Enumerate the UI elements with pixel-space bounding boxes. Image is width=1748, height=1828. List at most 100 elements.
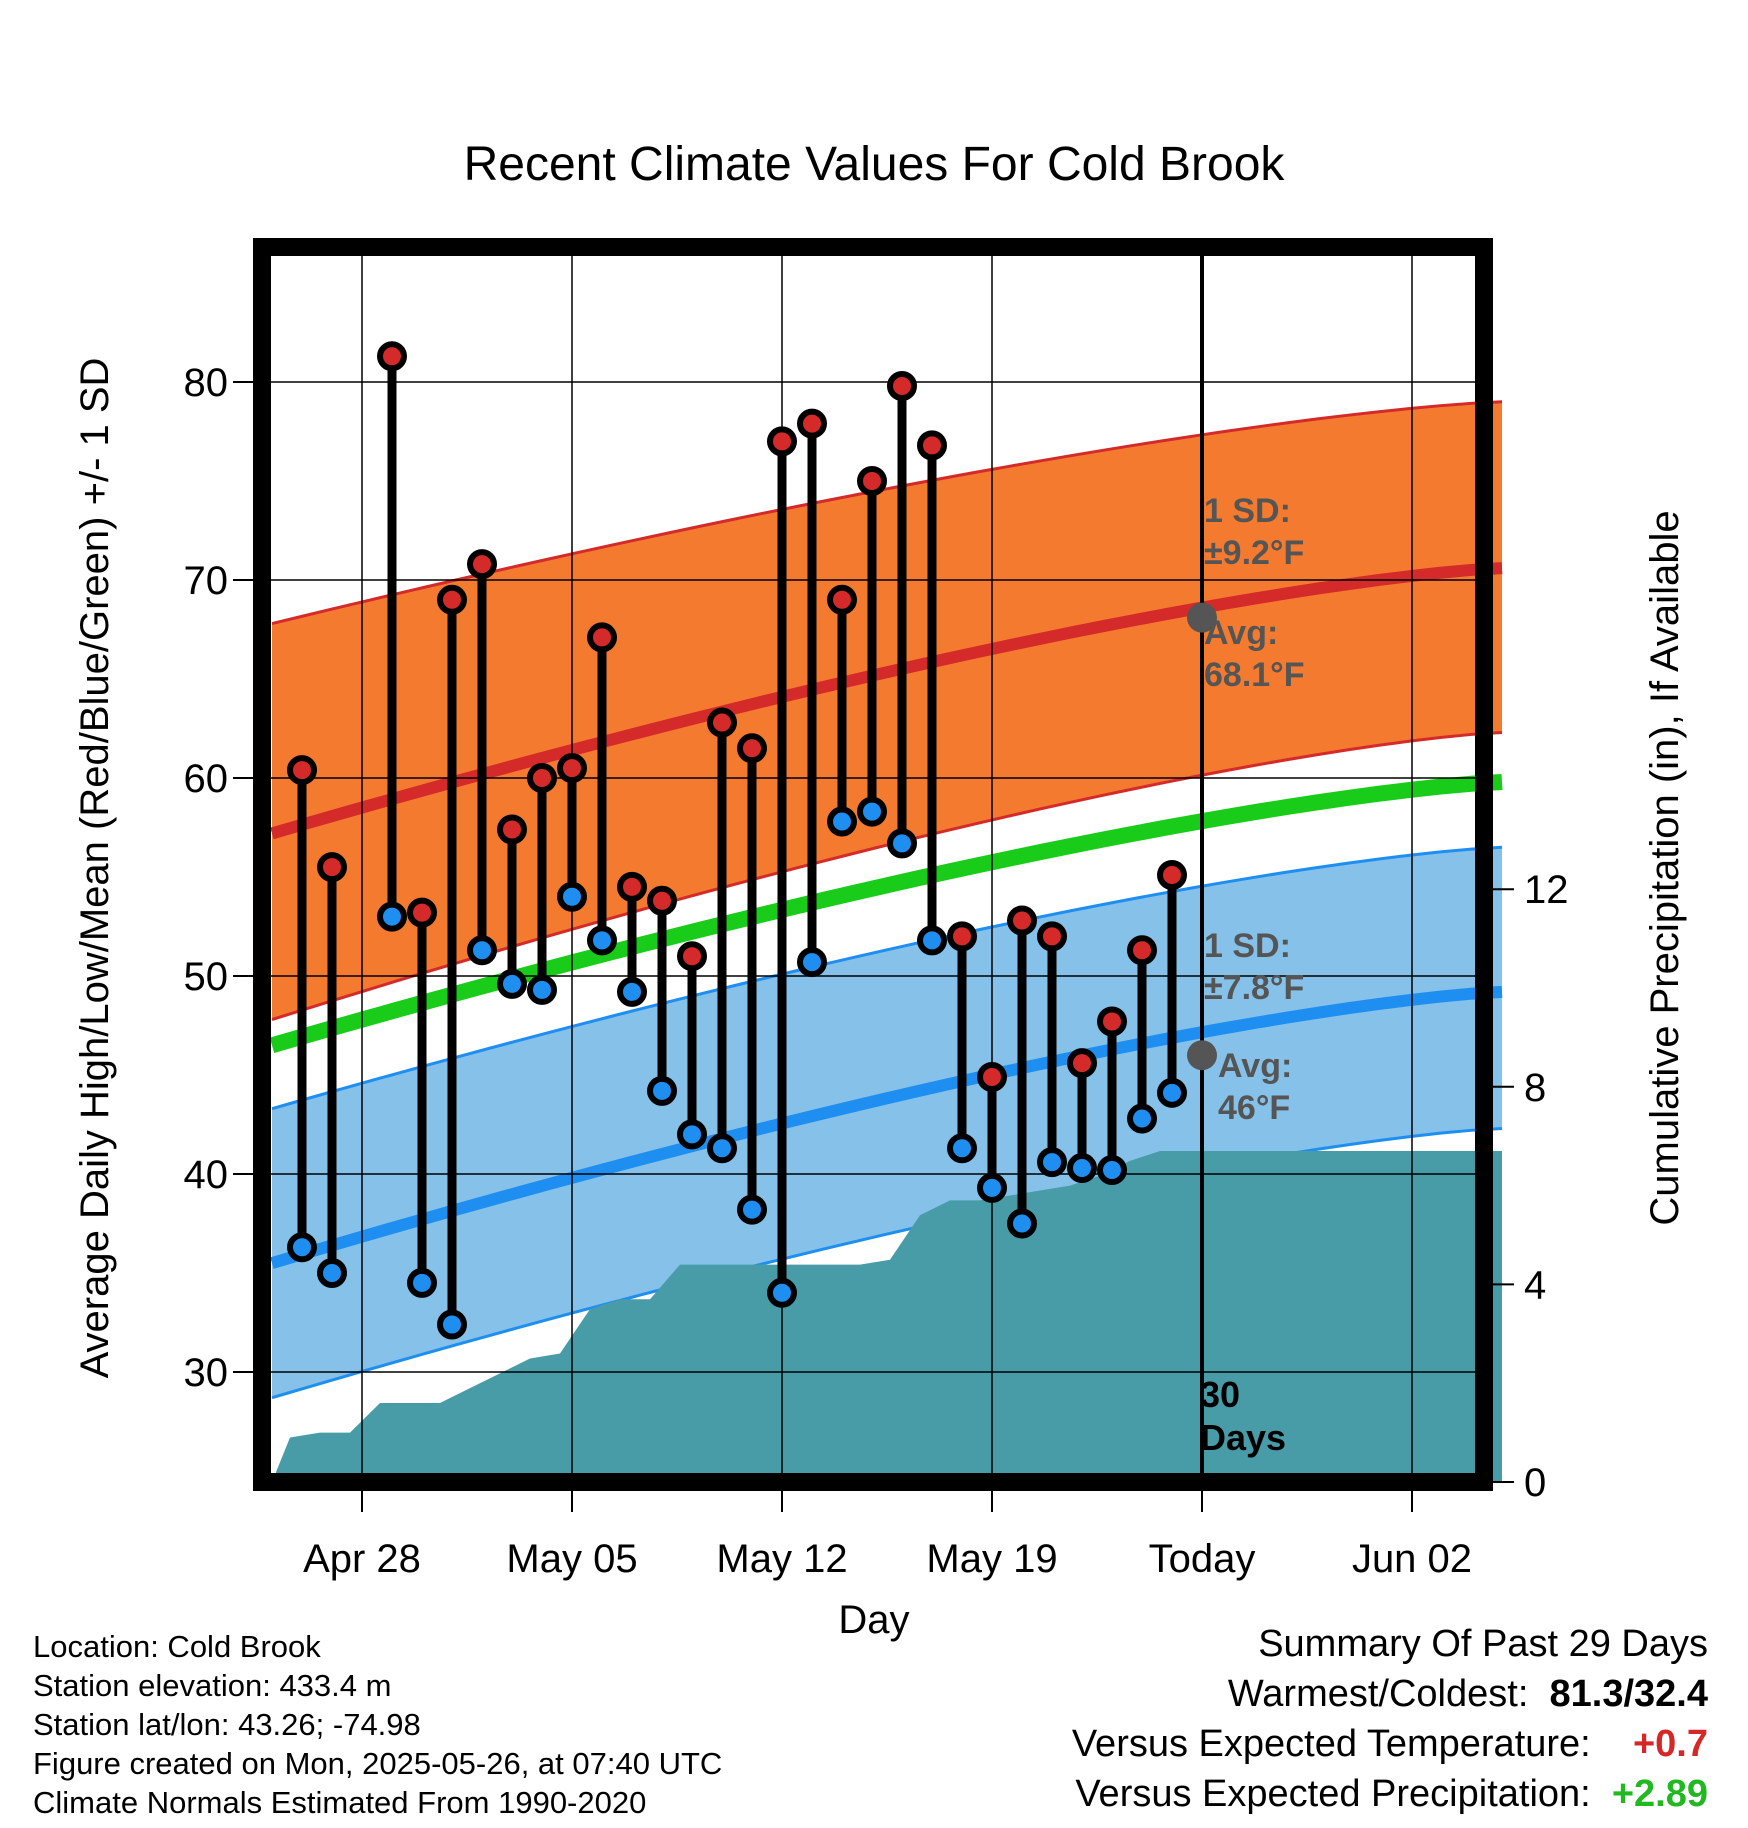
latlon-text: Station lat/lon: 43.26; -74.98 — [33, 1707, 421, 1742]
summary-panel: Summary Of Past 29 Days Warmest/Coldest:… — [1072, 1619, 1708, 1819]
observed-high-point-21 — [857, 466, 887, 496]
observed-low-point-18 — [767, 1277, 797, 1308]
observed-low-point-27 — [1037, 1147, 1067, 1178]
normals-text: Climate Normals Estimated From 1990-2020 — [33, 1785, 647, 1820]
observed-low-point-13 — [617, 976, 647, 1007]
high-sd-label: 1 SD: — [1204, 492, 1291, 530]
observed-high-point-29 — [1097, 1006, 1127, 1037]
summary-precipitation: Versus Expected Precipitation: +2.89 — [1072, 1769, 1708, 1819]
x-tick-label-may-12: May 12 — [716, 1537, 847, 1581]
observed-low-point-15 — [677, 1119, 707, 1150]
high-avg-value: 68.1°F — [1204, 656, 1305, 694]
observed-low-point-12 — [587, 925, 617, 956]
observed-high-point-17 — [737, 733, 767, 764]
y2-tick-label-0: 0 — [1524, 1461, 1546, 1505]
observed-low-point-20 — [827, 806, 857, 837]
y2-axis-label: Cumulative Precipitation (in), If Availa… — [1643, 510, 1687, 1225]
observed-high-point-30 — [1127, 935, 1157, 966]
x-tick-label-may-05: May 05 — [506, 1537, 637, 1581]
days-count-label: 30 — [1200, 1374, 1240, 1415]
observed-high-point-31 — [1157, 860, 1187, 891]
observed-low-point-5 — [377, 901, 407, 932]
observed-low-point-6 — [407, 1267, 437, 1298]
observed-high-point-27 — [1037, 921, 1067, 952]
y2-tick-label-8: 8 — [1524, 1066, 1546, 1110]
observed-high-point-9 — [497, 814, 527, 845]
location-text: Location: Cold Brook — [33, 1629, 321, 1664]
high-avg-label: Avg: — [1204, 614, 1278, 652]
low-avg-label: Avg: — [1218, 1047, 1292, 1085]
observed-high-point-5 — [377, 341, 407, 372]
summary-temperature: Versus Expected Temperature: +0.7 — [1072, 1719, 1708, 1769]
observed-high-point-19 — [797, 408, 827, 439]
observed-low-point-3 — [317, 1258, 347, 1288]
high-avg-marker — [1187, 602, 1217, 633]
normal-low-band — [272, 847, 1502, 1398]
normal-high-band — [272, 401, 1502, 1020]
observed-high-point-25 — [977, 1061, 1007, 1092]
days-word-label: Days — [1200, 1417, 1286, 1458]
created-text: Figure created on Mon, 2025-05-26, at 07… — [33, 1746, 723, 1781]
temp-value: +0.7 — [1632, 1723, 1708, 1765]
observed-high-point-8 — [467, 549, 497, 580]
observed-low-point-30 — [1127, 1103, 1157, 1134]
x-axis-label: Day — [838, 1598, 909, 1642]
observed-low-point-10 — [527, 974, 557, 1005]
observed-high-point-26 — [1007, 905, 1037, 936]
observed-low-point-2 — [287, 1232, 317, 1263]
observed-high-point-24 — [947, 921, 977, 952]
station-info: Location: Cold Brook Station elevation: … — [33, 1627, 722, 1822]
summary-warm-cold: Warmest/Coldest: 81.3/32.4 — [1072, 1669, 1708, 1719]
y2-tick-label-4: 4 — [1524, 1263, 1546, 1307]
observed-low-point-31 — [1157, 1077, 1187, 1108]
elevation-text: Station elevation: 433.4 m — [33, 1668, 392, 1703]
y2-tick-label-12: 12 — [1524, 868, 1569, 912]
observed-high-point-22 — [887, 370, 917, 401]
observed-high-point-10 — [527, 763, 557, 793]
chart-title: Recent Climate Values For Cold Brook — [464, 138, 1286, 191]
y-tick-label-40: 40 — [184, 1153, 229, 1197]
temp-label: Versus Expected Temperature: — [1071, 1723, 1591, 1765]
plot-area: 1 SD: ±9.2°F Avg: 68.1°F 1 SD: ±7.8°F Avg: 46°F… — [184, 238, 1569, 1581]
x-tick-label-jun-02: Jun 02 — [1352, 1537, 1472, 1581]
observed-high-point-12 — [587, 622, 617, 653]
observed-low-point-26 — [1007, 1208, 1037, 1239]
observed-high-point-3 — [317, 852, 347, 883]
precipitation-area — [272, 1151, 1502, 1482]
high-sd-value: ±9.2°F — [1204, 534, 1304, 572]
observed-low-point-21 — [857, 796, 887, 827]
observed-low-point-7 — [437, 1309, 467, 1340]
plot-frame — [253, 238, 1493, 1491]
normal-high-line — [270, 562, 1503, 840]
x-tick-label-today: Today — [1149, 1537, 1256, 1581]
observed-low-point-19 — [797, 947, 827, 978]
observed-low-point-14 — [647, 1075, 677, 1106]
observed-low-point-22 — [887, 828, 917, 859]
observed-high-point-2 — [287, 755, 317, 786]
y-tick-label-30: 30 — [184, 1351, 229, 1395]
summary-title: Summary Of Past 29 Days — [1258, 1623, 1708, 1665]
normal-low-line — [270, 985, 1503, 1269]
y-tick-label-80: 80 — [184, 361, 229, 405]
warm-cold-value: 81.3/32.4 — [1549, 1673, 1708, 1715]
observed-high-point-13 — [617, 871, 647, 902]
observed-high-point-15 — [677, 941, 707, 972]
low-avg-value: 46°F — [1218, 1089, 1290, 1127]
warm-cold-label: Warmest/Coldest: — [1227, 1673, 1529, 1715]
observed-high-point-11 — [557, 753, 587, 784]
observed-high-point-16 — [707, 707, 737, 738]
observed-high-point-20 — [827, 584, 857, 615]
observed-high-point-23 — [917, 430, 947, 461]
observed-low-point-24 — [947, 1133, 977, 1164]
low-avg-marker — [1187, 1040, 1217, 1071]
observed-low-point-8 — [467, 935, 497, 966]
y-tick-label-50: 50 — [184, 955, 229, 999]
x-tick-label-may-19: May 19 — [926, 1537, 1057, 1581]
observed-high-point-28 — [1067, 1048, 1097, 1079]
normal-mean-line — [269, 773, 1503, 1053]
low-sd-value: ±7.8°F — [1204, 969, 1304, 1007]
y-axis-label: Average Daily High/Low/Mean (Red/Blue/Gr… — [73, 358, 117, 1379]
y-tick-label-70: 70 — [184, 559, 229, 603]
y-tick-label-60: 60 — [184, 757, 229, 801]
